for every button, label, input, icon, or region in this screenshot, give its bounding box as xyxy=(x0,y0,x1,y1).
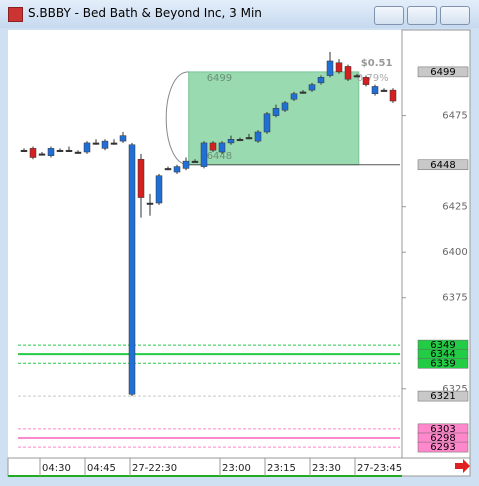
price-marker-label: 6339 xyxy=(430,358,455,369)
candle-body xyxy=(47,148,55,156)
x-tick-label: 04:45 xyxy=(87,463,116,474)
candle-body xyxy=(29,148,37,158)
candle-body xyxy=(83,142,91,153)
x-tick-label: 23:30 xyxy=(312,463,341,474)
measure-arc xyxy=(165,71,189,166)
candle-body xyxy=(272,108,280,116)
candle-body xyxy=(20,149,28,152)
measure-change: $0.51 xyxy=(361,58,393,69)
measure-percent: 0.79% xyxy=(357,73,389,84)
candle-body xyxy=(227,139,235,144)
candle-body xyxy=(38,153,46,156)
y-tick-label: 6425 xyxy=(442,202,467,213)
x-tick-label: 23:15 xyxy=(267,463,296,474)
candle-body xyxy=(182,160,190,169)
candle-body xyxy=(65,149,73,152)
candle-body xyxy=(290,93,298,100)
y-tick-label: 6475 xyxy=(442,111,467,122)
minimize-button[interactable] xyxy=(374,6,404,25)
candle-body xyxy=(236,139,244,142)
candle-body xyxy=(353,75,361,78)
price-marker-label: 6448 xyxy=(430,160,455,171)
measure-high: 6499 xyxy=(207,73,232,84)
candle-body xyxy=(245,137,253,140)
candle-body xyxy=(218,142,226,153)
candle-body xyxy=(128,144,136,395)
x-tick-label: 27-23:45 xyxy=(357,463,402,474)
candle-body xyxy=(92,142,100,145)
maximize-button[interactable] xyxy=(407,6,437,25)
candle-body xyxy=(362,77,370,85)
candle-body xyxy=(155,175,163,204)
price-marker-label: 6499 xyxy=(430,67,455,78)
price-marker xyxy=(417,66,469,78)
x-tick-label: 27-22:30 xyxy=(132,463,177,474)
candle-body xyxy=(146,202,154,205)
app-icon xyxy=(8,7,23,22)
candle-body xyxy=(191,160,199,163)
candle-body xyxy=(389,89,397,102)
candle-body xyxy=(317,77,325,84)
title-bar: S.BBBY - Bed Bath & Beyond Inc, 3 Min xyxy=(0,0,479,28)
candle-body xyxy=(101,140,109,149)
candle-body xyxy=(281,102,289,111)
x-tick-label: 23:00 xyxy=(222,463,251,474)
x-tick-label: 04:30 xyxy=(42,463,71,474)
price-marker-label: 6293 xyxy=(430,442,455,453)
candle-body xyxy=(326,60,334,76)
window-title: S.BBBY - Bed Bath & Beyond Inc, 3 Min xyxy=(28,6,262,20)
candle-body xyxy=(263,113,271,133)
price-marker-label: 6303 xyxy=(430,424,455,435)
candle-body xyxy=(371,86,379,94)
candle-body xyxy=(335,62,343,73)
candle-body xyxy=(344,66,352,80)
candle-body xyxy=(200,142,208,167)
y-tick-label: 6375 xyxy=(442,293,467,304)
candle-body xyxy=(137,159,145,198)
close-button[interactable] xyxy=(440,6,470,25)
price-marker xyxy=(417,390,469,402)
measure-box xyxy=(188,71,360,166)
candle-body xyxy=(380,89,388,92)
candle-body xyxy=(119,135,127,142)
candle-body xyxy=(164,168,172,171)
y-tick-label: 6325 xyxy=(442,384,467,395)
measure-low: 6448 xyxy=(207,151,232,162)
price-marker-label: 6344 xyxy=(430,349,455,360)
candle-body xyxy=(173,166,181,173)
candle-body xyxy=(254,131,262,142)
price-axis xyxy=(401,29,471,459)
candle-body xyxy=(74,151,82,154)
candle-body xyxy=(308,84,316,91)
price-marker xyxy=(417,441,469,453)
candle-body xyxy=(110,142,118,145)
price-marker-label: 6298 xyxy=(430,433,455,444)
candle-body xyxy=(56,149,64,152)
price-marker-label: 6349 xyxy=(430,340,455,351)
scroll-arrow[interactable] xyxy=(455,459,470,473)
price-marker-label: 6321 xyxy=(430,391,455,402)
y-tick-label: 6400 xyxy=(442,247,467,258)
candle-body xyxy=(209,142,217,151)
candle-body xyxy=(299,91,307,94)
price-marker xyxy=(417,159,469,171)
price-marker xyxy=(417,358,469,369)
